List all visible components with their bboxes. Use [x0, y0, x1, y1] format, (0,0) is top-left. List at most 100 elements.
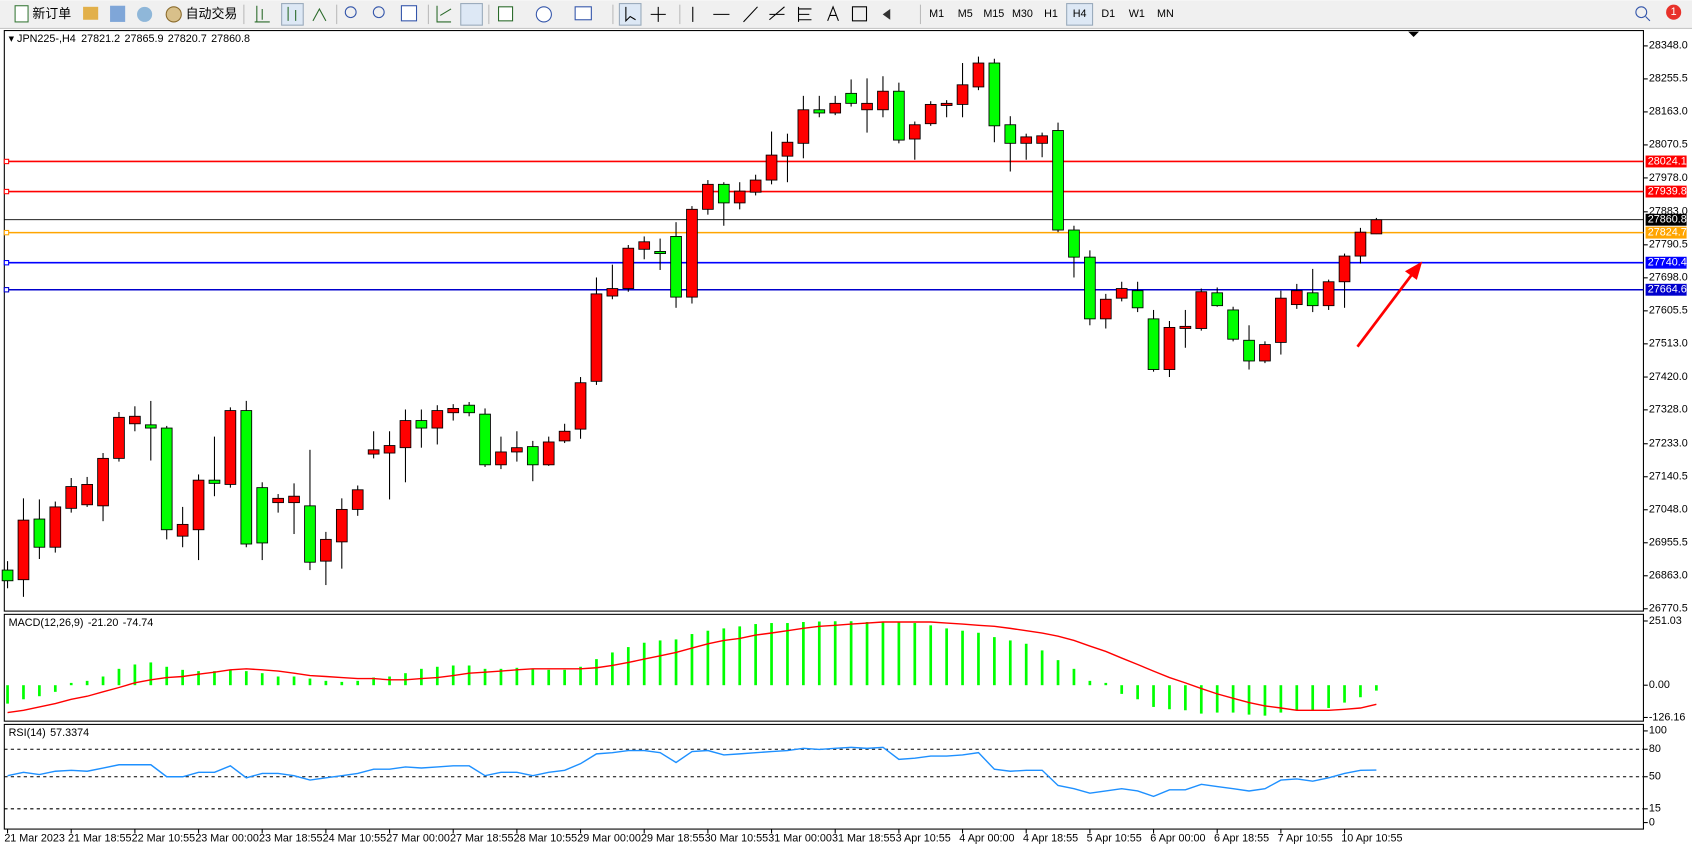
signal-line: [7, 621, 1377, 714]
y-tick-label: 26770.5: [1649, 603, 1688, 615]
candle-body: [272, 497, 284, 504]
auto-trading-icon: [165, 6, 182, 23]
candle-body: [463, 404, 475, 414]
candle-body: [988, 62, 1001, 127]
zoom-in[interactable]: [344, 6, 357, 19]
y-tick-label: 27328.0: [1649, 404, 1688, 416]
price-panel: [3, 30, 1644, 612]
timeframe-button[interactable]: W1: [1129, 8, 1145, 20]
search[interactable]: [1635, 6, 1648, 19]
templates[interactable]: [574, 6, 592, 21]
timeframe-button[interactable]: M1: [929, 8, 944, 20]
zoom-out[interactable]: [372, 6, 385, 19]
icon[interactable]: [281, 3, 304, 26]
rsi-header: RSI(14) 57.3374: [9, 727, 89, 739]
candle-body: [351, 489, 364, 510]
candle-body: [1370, 219, 1383, 235]
text-tool[interactable]: [827, 5, 839, 22]
candle-body: [1275, 297, 1287, 343]
x-tick-label: 23 Mar 18:55: [259, 833, 323, 845]
candle-body: [1115, 288, 1128, 299]
icon[interactable]: [436, 5, 452, 23]
x-tick-label: 24 Mar 10:55: [323, 833, 387, 845]
candle-body: [1290, 290, 1303, 306]
new-order-label: 新订单: [32, 6, 71, 21]
timeframe-button[interactable]: MN: [1157, 8, 1174, 20]
timeframe-button[interactable]: H1: [1044, 8, 1058, 20]
candle-body: [670, 236, 682, 298]
candle-body: [908, 124, 921, 140]
x-tick-label: 27 Mar 00:00: [386, 833, 450, 845]
y-tick-label: 28255.5: [1649, 73, 1688, 85]
candle-body: [1322, 281, 1335, 307]
candle-body: [526, 446, 539, 466]
candle-body: [845, 92, 857, 104]
icon[interactable]: [460, 3, 483, 26]
candle-body: [447, 407, 460, 414]
new-order-button[interactable]: 新订单: [14, 5, 71, 23]
candle-body: [972, 62, 985, 88]
cursor[interactable]: [618, 3, 642, 26]
timeframe-button[interactable]: M15: [983, 8, 1004, 20]
auto-trading-button[interactable]: 自动交易: [165, 6, 238, 23]
candle-body: [1163, 326, 1176, 370]
candle-body: [97, 457, 109, 507]
candle-body: [1052, 130, 1064, 231]
notification-badge[interactable]: [1666, 4, 1682, 20]
arrows-tool[interactable]: [882, 8, 891, 20]
price-header: ▾ JPN225-,H4 27821.2 27865.9 27820.7 27860.8: [9, 33, 250, 45]
y-tick-label: 251.03: [1649, 615, 1682, 627]
x-tick-label: 30 Mar 10:55: [705, 833, 769, 845]
candle-body: [702, 183, 714, 210]
candle-body: [1179, 325, 1192, 329]
timeframe-button[interactable]: H4: [1073, 8, 1087, 20]
candle-body: [606, 288, 619, 297]
timeframe-button[interactable]: D1: [1101, 8, 1115, 20]
crosshair[interactable]: [650, 6, 666, 22]
candle-body: [1068, 229, 1080, 258]
fibo-tool[interactable]: [797, 6, 812, 22]
y-tick-label: 28163.0: [1649, 106, 1688, 118]
level-label-bg: [1645, 226, 1687, 239]
periods[interactable]: [535, 6, 552, 23]
y-tick-label: 27140.5: [1649, 471, 1688, 483]
channel-tool[interactable]: [769, 6, 785, 21]
icon[interactable]: [254, 5, 270, 23]
indicators[interactable]: [497, 6, 514, 22]
candle-body: [1259, 344, 1271, 362]
toolbar: 新订单 自动交易: [0, 0, 1692, 29]
y-tick-label: 15: [1649, 803, 1661, 815]
candle-body: [1099, 298, 1112, 320]
toolbar-bg: [0, 0, 1692, 29]
auto-trading-label: 自动交易: [186, 6, 238, 21]
macd-title: MACD(12,26,9): [9, 617, 84, 629]
candle-body: [33, 518, 46, 548]
x-tick-label: 4 Apr 18:55: [1023, 833, 1078, 845]
candle-body: [383, 445, 396, 454]
candle-body: [49, 506, 62, 548]
close: 27860.8: [211, 33, 250, 45]
tile[interactable]: [400, 5, 418, 22]
icon[interactable]: [312, 7, 327, 22]
candle-body: [479, 413, 491, 466]
trendline-tool[interactable]: [743, 6, 758, 23]
candle-body: [176, 523, 189, 537]
icon: [83, 6, 99, 20]
candle-body: [431, 410, 444, 429]
candle-body: [733, 190, 746, 204]
label-tool[interactable]: [851, 6, 868, 22]
timeframes: M1 M5 M15 M30 H1 H4 D1 W1 MN: [929, 3, 1174, 26]
candle-body: [129, 415, 141, 425]
symbol: JPN225-,H4: [17, 33, 76, 45]
timeframe-button[interactable]: M5: [958, 8, 973, 20]
candle-body: [956, 84, 969, 105]
candle-body: [1354, 231, 1367, 257]
level-label-bg: [1645, 256, 1687, 269]
search-handle: [1645, 16, 1651, 22]
candle-body: [160, 427, 173, 531]
y-tick-label: 26955.5: [1649, 537, 1688, 549]
candle-body: [1147, 318, 1160, 370]
level-label: 27824.7: [1648, 226, 1687, 238]
timeframe-button[interactable]: M30: [1012, 8, 1033, 20]
